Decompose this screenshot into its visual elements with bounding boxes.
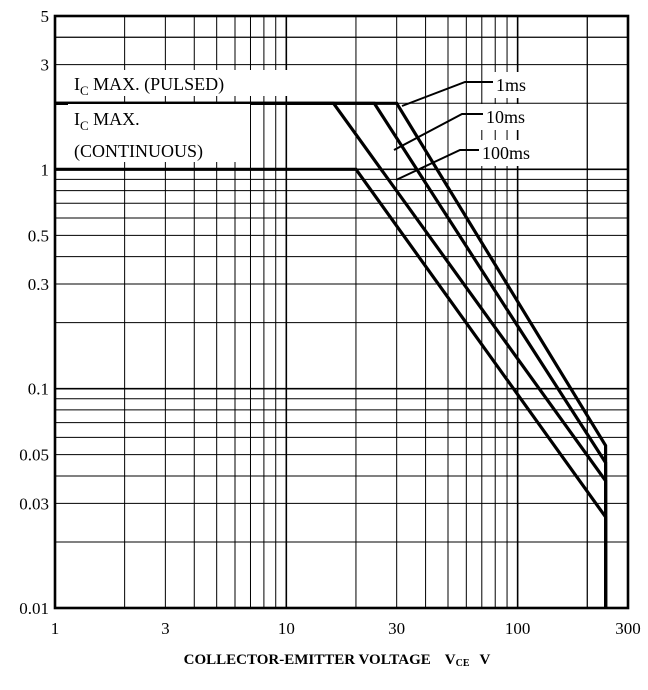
y-tick-label: 0.01 [19, 599, 49, 618]
x-tick-label: 3 [161, 619, 170, 638]
ic-max-continuous-label: IC MAX. [74, 109, 140, 133]
label-100ms-bg [476, 140, 558, 166]
pulsed-label-bg [68, 70, 288, 96]
ic-max-pulsed-label: IC MAX. (PULSED) [74, 74, 224, 98]
x-tick-label: 10 [278, 619, 295, 638]
leader-100ms [395, 149, 479, 181]
y-tick-label: 0.05 [19, 446, 49, 465]
series-label-1ms: 1ms [496, 75, 526, 95]
y-tick-label: 3 [41, 56, 50, 75]
series-label-100ms: 100ms [482, 143, 530, 163]
plot-frame [53, 14, 630, 610]
grid [55, 16, 628, 608]
continuous-label-bg [68, 104, 250, 162]
series-line-continuous [55, 167, 608, 608]
y-tick-label: 1 [41, 160, 50, 179]
y-tick-label: 0.3 [28, 275, 49, 294]
series-label-10ms: 10ms [486, 107, 525, 127]
y-tick-label: 5 [41, 7, 50, 26]
x-tick-label: 100 [505, 619, 531, 638]
x-axis-title: COLLECTOR-EMITTER VOLTAGE VCE V [184, 652, 491, 669]
leader-1ms [401, 81, 493, 107]
x-tick-label: 30 [388, 619, 405, 638]
y-tick-label: 0.03 [19, 494, 49, 513]
series-curves [55, 101, 608, 608]
leader-10ms [393, 113, 483, 151]
y-tick-label: 0.5 [28, 226, 49, 245]
ic-max-continuous-label-line2: (CONTINUOUS) [74, 141, 203, 162]
label-1ms-bg [490, 72, 556, 98]
x-tick-label: 300 [615, 619, 641, 638]
y-tick-labels: 5 3 1 0.5 0.3 0.1 0.05 0.03 0.01 [19, 7, 49, 618]
x-tick-label: 1 [51, 619, 60, 638]
label-10ms-bg [480, 104, 556, 130]
y-tick-label: 0.1 [28, 380, 49, 399]
x-tick-labels: 1 3 10 30 100 300 [51, 619, 641, 638]
